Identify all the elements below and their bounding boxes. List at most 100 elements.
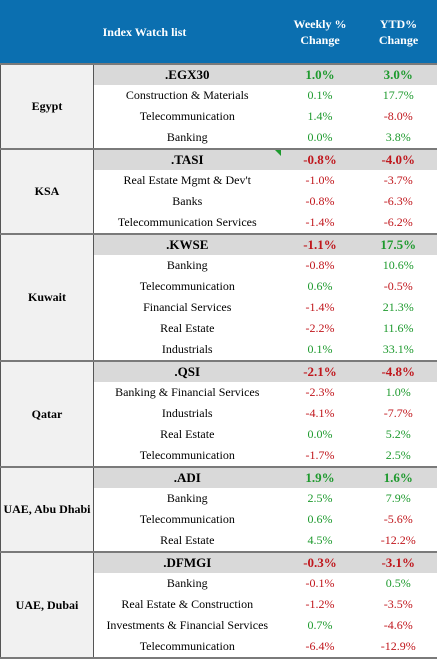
sector-ytd-change: -6.3% xyxy=(360,191,437,212)
country-label: UAE, Dubai xyxy=(1,552,94,658)
index-weekly-change: -0.3% xyxy=(281,552,360,573)
sector-ytd-change: -4.6% xyxy=(360,615,437,636)
sector-ytd-change: 17.7% xyxy=(360,85,437,106)
sector-weekly-change: 0.1% xyxy=(281,339,360,361)
sector-weekly-change: -0.8% xyxy=(281,191,360,212)
sector-ytd-change: 7.9% xyxy=(360,488,437,509)
sector-weekly-change: 0.1% xyxy=(281,85,360,106)
table-title: Index Watch list xyxy=(1,1,281,65)
index-name-text: .DFMGI xyxy=(163,555,211,570)
sector-weekly-change: 0.6% xyxy=(281,276,360,297)
sector-name: Industrials xyxy=(94,403,281,424)
sector-name: Banking xyxy=(94,488,281,509)
sector-name: Real Estate xyxy=(94,424,281,445)
sector-ytd-change: 1.0% xyxy=(360,382,437,403)
sector-weekly-change: -2.2% xyxy=(281,318,360,339)
sector-weekly-change: -0.1% xyxy=(281,573,360,594)
sector-name: Investments & Financial Services xyxy=(94,615,281,636)
index-ytd-change: 1.6% xyxy=(360,467,437,488)
index-name-text: .EGX30 xyxy=(165,67,209,82)
sector-weekly-change: 2.5% xyxy=(281,488,360,509)
sector-name: Telecommunication xyxy=(94,106,281,127)
sector-name: Banks xyxy=(94,191,281,212)
sector-weekly-change: -2.3% xyxy=(281,382,360,403)
sector-name: Construction & Materials xyxy=(94,85,281,106)
sector-name: Real Estate Mgmt & Dev't xyxy=(94,170,281,191)
index-ytd-change: 17.5% xyxy=(360,234,437,255)
sector-weekly-change: -1.2% xyxy=(281,594,360,615)
sector-name: Telecommunication xyxy=(94,445,281,467)
sector-name: Industrials xyxy=(94,339,281,361)
sector-name: Banking xyxy=(94,127,281,149)
sector-ytd-change: -7.7% xyxy=(360,403,437,424)
index-weekly-change: -0.8% xyxy=(281,149,360,170)
index-ytd-change: 3.0% xyxy=(360,64,437,85)
index-name: .DFMGI xyxy=(94,552,281,573)
ytd-change-header: YTD% Change xyxy=(360,1,437,65)
sector-name: Banking xyxy=(94,573,281,594)
sector-ytd-change: 5.2% xyxy=(360,424,437,445)
sector-ytd-change: -12.2% xyxy=(360,530,437,552)
country-label: Egypt xyxy=(1,64,94,149)
sector-name: Real Estate xyxy=(94,530,281,552)
sector-weekly-change: 4.5% xyxy=(281,530,360,552)
table-header-row: Index Watch list Weekly % Change YTD% Ch… xyxy=(1,1,437,65)
weekly-change-header: Weekly % Change xyxy=(281,1,360,65)
index-name-text: .KWSE xyxy=(166,237,208,252)
sector-name: Real Estate xyxy=(94,318,281,339)
sector-ytd-change: 21.3% xyxy=(360,297,437,318)
country-label: Qatar xyxy=(1,361,94,467)
index-name: .TASI xyxy=(94,149,281,170)
index-ytd-change: -4.8% xyxy=(360,361,437,382)
sector-weekly-change: -1.0% xyxy=(281,170,360,191)
sector-ytd-change: -6.2% xyxy=(360,212,437,234)
sector-name: Telecommunication xyxy=(94,276,281,297)
sector-weekly-change: -4.1% xyxy=(281,403,360,424)
sector-ytd-change: -0.5% xyxy=(360,276,437,297)
sector-weekly-change: -1.4% xyxy=(281,297,360,318)
index-name-text: .TASI xyxy=(171,152,204,167)
sector-ytd-change: 2.5% xyxy=(360,445,437,467)
comment-marker-icon xyxy=(275,150,281,156)
country-label: UAE, Abu Dhabi xyxy=(1,467,94,552)
sector-weekly-change: -0.8% xyxy=(281,255,360,276)
sector-name: Real Estate & Construction xyxy=(94,594,281,615)
sector-name: Telecommunication Services xyxy=(94,212,281,234)
sector-weekly-change: 1.4% xyxy=(281,106,360,127)
sector-weekly-change: -1.4% xyxy=(281,212,360,234)
sector-name: Telecommunication xyxy=(94,509,281,530)
index-name: .ADI xyxy=(94,467,281,488)
index-weekly-change: 1.9% xyxy=(281,467,360,488)
sector-weekly-change: -1.7% xyxy=(281,445,360,467)
index-name: .KWSE xyxy=(94,234,281,255)
index-name: .QSI xyxy=(94,361,281,382)
sector-ytd-change: 0.5% xyxy=(360,573,437,594)
country-label: KSA xyxy=(1,149,94,234)
index-ytd-change: -3.1% xyxy=(360,552,437,573)
country-label: Kuwait xyxy=(1,234,94,361)
index-ytd-change: -4.0% xyxy=(360,149,437,170)
index-weekly-change: 1.0% xyxy=(281,64,360,85)
sector-weekly-change: 0.0% xyxy=(281,127,360,149)
sector-ytd-change: 11.6% xyxy=(360,318,437,339)
index-row: Kuwait.KWSE-1.1%17.5% xyxy=(1,234,437,255)
index-name: .EGX30 xyxy=(94,64,281,85)
index-row: Qatar.QSI-2.1%-4.8% xyxy=(1,361,437,382)
sector-ytd-change: 10.6% xyxy=(360,255,437,276)
sector-ytd-change: 33.1% xyxy=(360,339,437,361)
sector-name: Banking xyxy=(94,255,281,276)
index-row: KSA.TASI-0.8%-4.0% xyxy=(1,149,437,170)
sector-weekly-change: 0.6% xyxy=(281,509,360,530)
sector-weekly-change: 0.0% xyxy=(281,424,360,445)
sector-ytd-change: -8.0% xyxy=(360,106,437,127)
index-weekly-change: -1.1% xyxy=(281,234,360,255)
index-name-text: .QSI xyxy=(174,364,200,379)
index-row: UAE, Dubai.DFMGI-0.3%-3.1% xyxy=(1,552,437,573)
index-weekly-change: -2.1% xyxy=(281,361,360,382)
index-name-text: .ADI xyxy=(174,470,201,485)
sector-weekly-change: 0.7% xyxy=(281,615,360,636)
